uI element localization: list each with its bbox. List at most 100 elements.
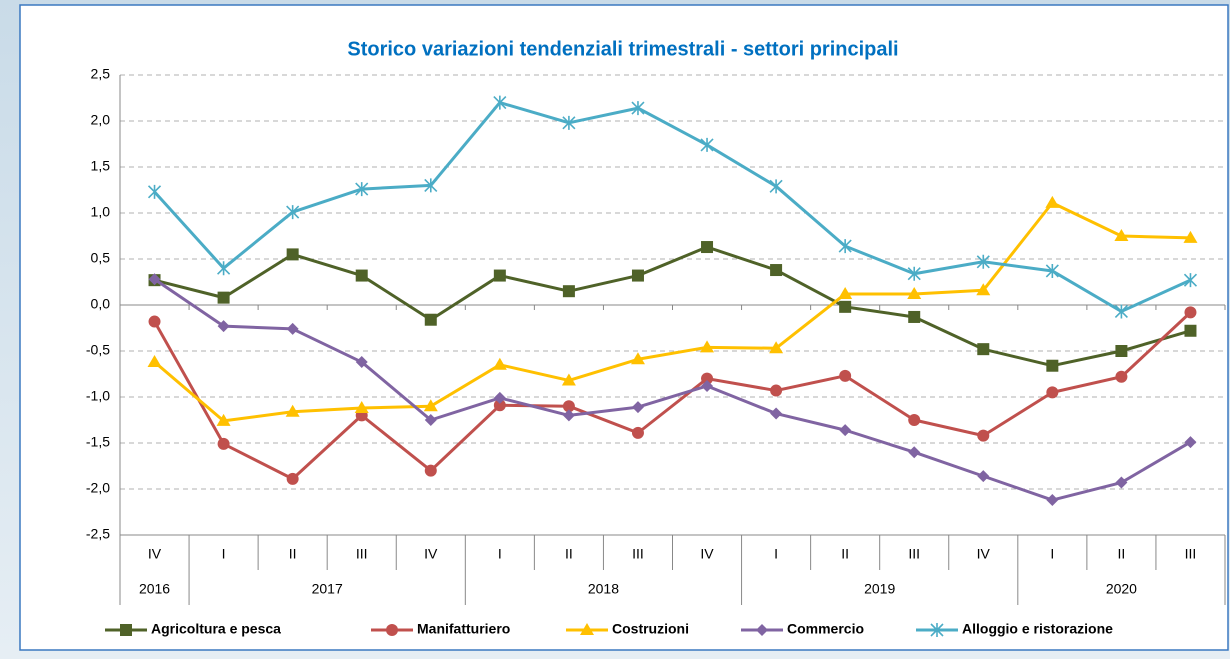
series-line — [153, 277, 1192, 502]
legend-label: Costruzioni — [612, 621, 689, 637]
marker — [493, 95, 507, 110]
marker — [839, 369, 852, 382]
marker — [1115, 476, 1128, 489]
marker — [1184, 436, 1197, 449]
marker — [839, 300, 852, 313]
legend-item: Alloggio e ristorazione — [916, 621, 1113, 637]
marker — [907, 266, 921, 281]
x-tick-label: II — [289, 546, 297, 562]
marker — [285, 404, 300, 417]
marker — [630, 352, 645, 365]
marker — [770, 384, 783, 397]
marker — [424, 313, 437, 326]
x-tick-label: I — [222, 546, 226, 562]
marker — [839, 424, 852, 437]
marker — [1184, 306, 1197, 319]
marker — [493, 269, 506, 282]
marker — [354, 401, 369, 414]
marker — [908, 310, 921, 323]
legend-label: Alloggio e ristorazione — [962, 621, 1113, 637]
marker — [977, 429, 990, 442]
marker — [1045, 195, 1060, 208]
series-line — [153, 101, 1192, 313]
marker — [120, 624, 132, 636]
series-line — [153, 201, 1191, 423]
x-tick-label: IV — [977, 546, 991, 562]
marker — [562, 115, 576, 130]
marker — [355, 182, 369, 197]
marker — [838, 286, 853, 299]
y-tick-label: -2,0 — [86, 480, 110, 496]
marker — [423, 399, 438, 412]
marker — [770, 264, 783, 277]
marker — [700, 340, 715, 353]
legend-label: Agricoltura e pesca — [151, 621, 281, 637]
marker — [1114, 304, 1128, 319]
marker — [493, 399, 506, 412]
x-tick-label: III — [1185, 546, 1197, 562]
x-tick-label: I — [774, 546, 778, 562]
y-tick-label: 2,5 — [91, 66, 111, 82]
legend-item: Commercio — [741, 621, 864, 637]
marker — [562, 409, 575, 422]
x-tick-label: IV — [700, 546, 714, 562]
marker — [1184, 324, 1197, 337]
marker — [424, 414, 437, 426]
x-tick-label: I — [1050, 546, 1054, 562]
y-tick-label: 1,0 — [91, 204, 111, 220]
marker — [216, 413, 231, 426]
marker — [769, 179, 783, 194]
y-tick-label: 2,0 — [91, 112, 111, 128]
x-tick-label: II — [565, 546, 573, 562]
marker — [756, 624, 768, 636]
marker — [631, 101, 645, 116]
x-tick-label: III — [908, 546, 920, 562]
legend-item: Costruzioni — [566, 621, 689, 637]
x-tick-label: IV — [148, 546, 162, 562]
marker — [976, 283, 991, 296]
marker — [147, 355, 162, 368]
chart-frame — [19, 4, 1229, 651]
marker — [908, 414, 921, 426]
marker — [838, 239, 852, 254]
year-label: 2017 — [312, 581, 343, 597]
marker — [562, 400, 575, 413]
x-tick-label: IV — [424, 546, 438, 562]
y-tick-label: -1,0 — [86, 388, 110, 404]
x-tick-label: I — [498, 546, 502, 562]
marker — [217, 320, 230, 333]
y-tick-label: 1,5 — [91, 158, 111, 174]
marker — [217, 291, 230, 304]
marker — [561, 373, 576, 386]
marker — [286, 205, 300, 220]
x-tick-label: II — [841, 546, 849, 562]
marker — [1115, 345, 1128, 357]
marker — [148, 273, 161, 286]
marker — [700, 137, 714, 152]
year-label: 2019 — [864, 581, 895, 597]
y-tick-label: -2,5 — [86, 526, 110, 542]
legend-label: Manifatturiero — [417, 621, 510, 637]
marker — [701, 379, 714, 392]
y-tick-label: -0,5 — [86, 342, 110, 358]
marker — [1183, 273, 1198, 288]
x-tick-label: III — [632, 546, 644, 562]
marker — [976, 254, 990, 269]
series-line — [154, 245, 1191, 368]
marker — [424, 464, 437, 477]
marker — [769, 341, 784, 354]
y-tick-label: -1,5 — [86, 434, 110, 450]
marker — [907, 286, 922, 299]
legend-item: Agricoltura e pesca — [105, 621, 281, 637]
marker — [355, 269, 368, 282]
x-tick-label: III — [356, 546, 368, 562]
year-label: 2016 — [139, 581, 170, 597]
marker — [562, 285, 575, 298]
marker — [701, 372, 714, 385]
marker — [286, 472, 299, 485]
marker — [148, 315, 161, 328]
marker — [770, 407, 783, 420]
legend-label: Commercio — [787, 621, 864, 637]
